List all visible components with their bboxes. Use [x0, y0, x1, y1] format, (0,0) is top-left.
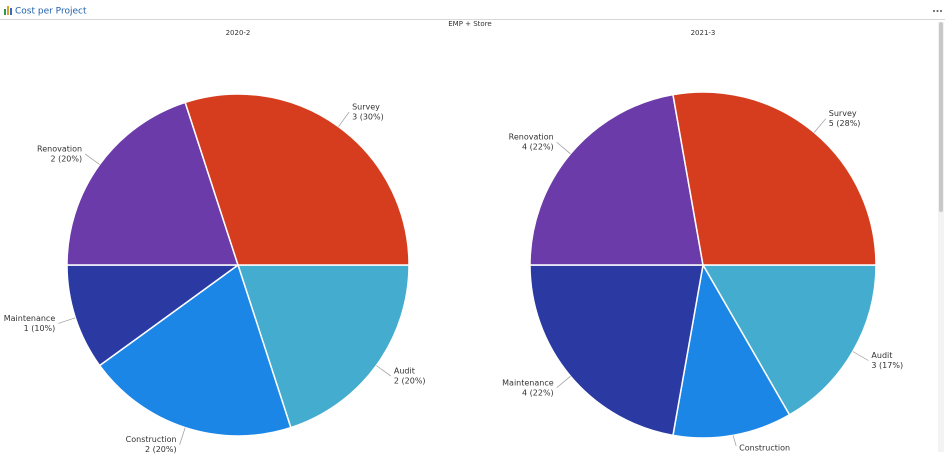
- leader-line: [852, 351, 869, 361]
- pie-slice: [672, 91, 877, 266]
- pie-slice: [66, 264, 241, 367]
- leader-line: [84, 153, 100, 165]
- slice-value-label: 3 (30%): [352, 113, 384, 122]
- leader-line: [58, 317, 76, 324]
- slice-value-label: 2 (20%): [50, 154, 82, 163]
- slice-value-label: 2 (20%): [394, 377, 426, 386]
- slice-value-label: 2 (20%): [145, 445, 177, 454]
- leader-line: [813, 118, 827, 133]
- slice-label: Renovation: [37, 144, 82, 153]
- slice-label: Construction: [126, 435, 177, 444]
- slice-label: Maintenance: [4, 314, 56, 323]
- slice-label: Audit: [394, 367, 415, 376]
- slice-value-label: 3 (17%): [871, 361, 903, 370]
- slice-label: Construction: [739, 444, 790, 453]
- scrollbar-thumb[interactable]: [939, 22, 943, 212]
- slice-value-label: 1 (10%): [24, 324, 56, 333]
- slice-label: Audit: [871, 351, 892, 360]
- leader-line: [556, 141, 571, 155]
- pie-slice: [529, 93, 704, 266]
- pie-title: 2021-3: [691, 29, 716, 37]
- pie-title: 2020-2: [226, 29, 251, 37]
- panel-title: Cost per Project: [15, 7, 87, 17]
- slice-value-label: 4 (22%): [522, 143, 554, 152]
- slice-value-label: 4 (22%): [522, 388, 554, 397]
- slice-label: Renovation: [509, 133, 554, 142]
- slice-label: Survey: [352, 103, 380, 112]
- pie-slice: [701, 264, 877, 416]
- leader-line: [376, 365, 392, 377]
- slice-value-label: 5 (28%): [829, 119, 861, 128]
- chart-title: EMP + Store: [448, 20, 492, 28]
- leader-line: [179, 427, 186, 445]
- scrollbar-track[interactable]: [938, 22, 944, 452]
- slice-label: Maintenance: [502, 378, 554, 387]
- slice-label: Survey: [829, 109, 857, 118]
- pie-slice: [672, 262, 791, 439]
- leader-line: [732, 435, 737, 447]
- menu-button[interactable]: [933, 10, 942, 12]
- leader-line: [556, 375, 571, 389]
- panel-icon: [4, 6, 12, 15]
- pie-slice: [529, 264, 704, 437]
- leader-line: [338, 111, 350, 127]
